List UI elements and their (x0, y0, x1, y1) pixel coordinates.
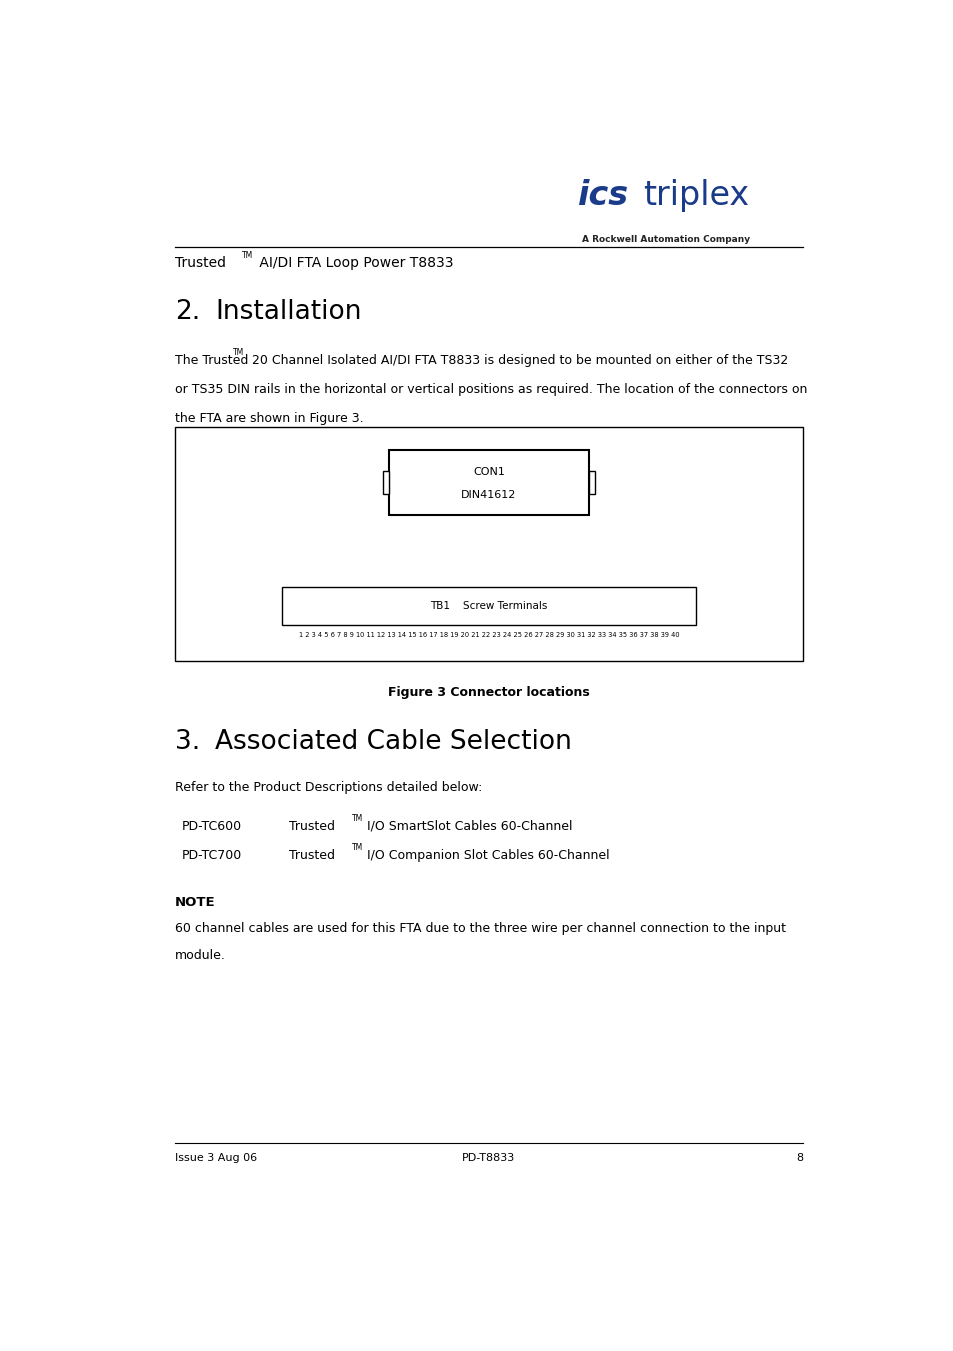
Text: Associated Cable Selection: Associated Cable Selection (215, 730, 572, 755)
Text: Trusted: Trusted (289, 820, 335, 832)
Text: 20 Channel Isolated AI/DI FTA T8833 is designed to be mounted on either of the T: 20 Channel Isolated AI/DI FTA T8833 is d… (244, 354, 787, 366)
Text: module.: module. (174, 948, 225, 962)
Text: PD-TC600: PD-TC600 (182, 820, 242, 832)
Text: Trusted: Trusted (289, 848, 335, 862)
Text: A Rockwell Automation Company: A Rockwell Automation Company (581, 235, 749, 245)
Bar (389, 450, 588, 515)
Text: AI/DI FTA Loop Power T8833: AI/DI FTA Loop Power T8833 (254, 255, 453, 270)
Text: PD-TC700: PD-TC700 (182, 848, 242, 862)
Text: DIN41612: DIN41612 (460, 490, 517, 500)
Text: triplex: triplex (642, 180, 748, 212)
Text: Issue 3 Aug 06: Issue 3 Aug 06 (174, 1154, 256, 1163)
Text: TM: TM (352, 815, 363, 823)
Text: TM: TM (242, 250, 253, 259)
Text: 2.: 2. (174, 300, 200, 326)
Text: ics: ics (577, 180, 628, 212)
Text: 60 channel cables are used for this FTA due to the three wire per channel connec: 60 channel cables are used for this FTA … (174, 921, 785, 935)
Bar (383, 471, 389, 494)
Text: 1 2 3 4 5 6 7 8 9 10 11 12 13 14 15 16 17 18 19 20 21 22 23 24 25 26 27 28 29 30: 1 2 3 4 5 6 7 8 9 10 11 12 13 14 15 16 1… (298, 632, 679, 638)
Text: Trusted: Trusted (174, 255, 226, 270)
Text: 8: 8 (795, 1154, 802, 1163)
Text: The Trusted: The Trusted (174, 354, 248, 366)
Text: I/O SmartSlot Cables 60-Channel: I/O SmartSlot Cables 60-Channel (363, 820, 572, 832)
Text: Figure 3 Connector locations: Figure 3 Connector locations (388, 686, 589, 700)
Text: TB1    Screw Terminals: TB1 Screw Terminals (430, 601, 547, 611)
Bar (174, 427, 802, 662)
Text: TM: TM (233, 349, 244, 357)
Text: Refer to the Product Descriptions detailed below:: Refer to the Product Descriptions detail… (174, 781, 481, 794)
Text: PD-T8833: PD-T8833 (462, 1154, 515, 1163)
Text: TM: TM (352, 843, 363, 852)
Bar (281, 586, 696, 626)
Text: CON1: CON1 (473, 466, 504, 477)
Text: NOTE: NOTE (174, 896, 215, 908)
Text: the FTA are shown in Figure 3.: the FTA are shown in Figure 3. (174, 412, 363, 424)
Text: Installation: Installation (215, 300, 361, 326)
Text: or TS35 DIN rails in the horizontal or vertical positions as required. The locat: or TS35 DIN rails in the horizontal or v… (174, 382, 806, 396)
Text: I/O Companion Slot Cables 60-Channel: I/O Companion Slot Cables 60-Channel (363, 848, 609, 862)
Bar (588, 471, 594, 494)
Text: 3.: 3. (174, 730, 200, 755)
